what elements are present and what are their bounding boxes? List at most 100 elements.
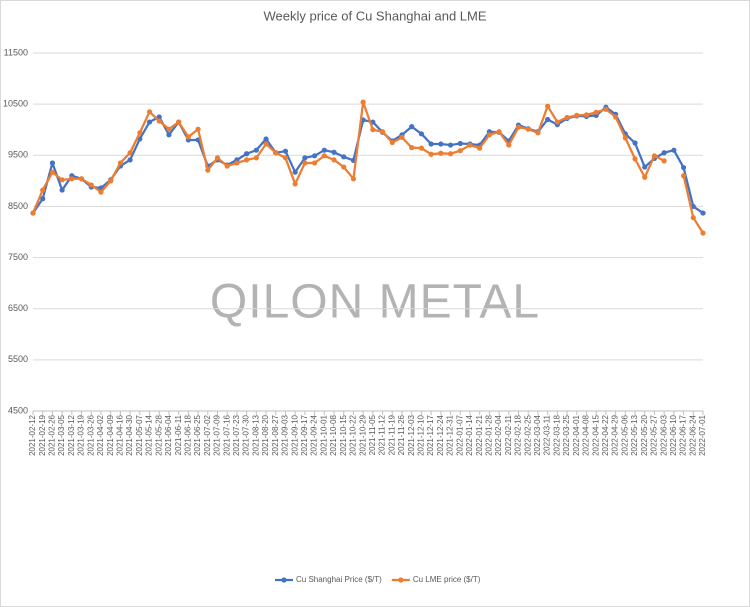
data-point [40, 196, 46, 202]
x-tick-label: 2021-06-04 [164, 414, 173, 455]
x-tick-label: 2022-06-24 [688, 414, 697, 455]
data-point [331, 157, 337, 163]
data-point [593, 109, 599, 115]
x-tick-label: 2021-11-19 [387, 414, 396, 455]
data-point [447, 151, 454, 157]
x-tick-label: 2022-03-25 [562, 414, 571, 455]
x-tick-label: 2021-04-16 [116, 414, 125, 455]
x-tick-label: 2022-04-15 [591, 414, 600, 455]
series-line [32, 106, 704, 215]
watermark: QILON METAL [210, 276, 540, 329]
data-point [244, 151, 250, 157]
data-point [40, 187, 46, 193]
data-point [583, 112, 590, 118]
data-point [49, 169, 56, 175]
x-tick-label: 2021-03-12 [67, 414, 76, 455]
x-tick-label: 2021-08-13 [251, 414, 260, 455]
data-point [447, 142, 454, 148]
x-tick-label: 2022-04-22 [601, 414, 610, 455]
data-point [253, 155, 259, 161]
data-point [700, 230, 706, 236]
x-tick-label: 2022-02-11 [504, 414, 513, 455]
data-point [30, 210, 36, 216]
data-point [137, 130, 143, 136]
data-point [379, 129, 386, 135]
x-tick-label: 2021-07-30 [242, 414, 251, 455]
x-tick-label: 2022-06-03 [659, 414, 668, 455]
x-tick-label: 2021-09-03 [281, 414, 290, 455]
data-point [282, 155, 289, 161]
data-point [515, 124, 522, 130]
data-point [370, 127, 376, 133]
x-tick-label: 2021-10-15 [339, 414, 348, 455]
data-point [127, 150, 133, 156]
x-tick-label: 2021-10-22 [349, 414, 358, 455]
x-tick-label: 2022-01-07 [455, 414, 464, 455]
data-point [661, 150, 667, 156]
data-point [166, 126, 172, 132]
x-tick-label: 2021-08-27 [271, 414, 280, 455]
data-point [311, 153, 318, 159]
x-tick-label: 2021-08-20 [261, 414, 270, 455]
x-tick-label: 2021-12-31 [446, 414, 455, 455]
x-tick-label: 2022-07-01 [698, 414, 707, 455]
data-point [302, 155, 308, 161]
x-tick-label: 2021-06-11 [174, 414, 183, 455]
data-point [661, 158, 667, 164]
data-point [564, 114, 570, 121]
x-tick-label: 2021-11-05 [368, 414, 377, 455]
x-tick-label: 2021-09-10 [290, 414, 299, 455]
data-point [642, 164, 648, 170]
data-point [185, 134, 191, 140]
data-point [496, 129, 502, 135]
x-tick-label: 2021-12-17 [426, 414, 435, 455]
data-point [244, 157, 250, 163]
y-tick-label: 10500 [3, 99, 28, 109]
data-point [603, 106, 609, 112]
data-point [302, 160, 308, 166]
y-tick-label: 11500 [4, 47, 28, 57]
y-tick-label: 9500 [8, 150, 28, 160]
x-tick-label: 2021-12-10 [417, 414, 426, 455]
x-tick-label: 2022-02-04 [494, 414, 503, 455]
data-point [690, 215, 696, 221]
data-point [428, 141, 434, 147]
data-point [535, 130, 541, 136]
data-point [205, 167, 211, 173]
x-tick-label: 2021-06-18 [183, 414, 192, 455]
data-point [680, 173, 687, 179]
data-point [418, 131, 425, 137]
data-point [176, 119, 182, 125]
y-tick-label: 8500 [8, 201, 28, 211]
data-point [341, 154, 347, 160]
data-point [486, 132, 492, 138]
data-point [554, 119, 560, 125]
data-point [331, 149, 337, 155]
y-tick-label: 5500 [8, 354, 28, 364]
data-point [651, 153, 658, 159]
x-tick-label: 2021-07-09 [213, 414, 222, 455]
data-point [224, 163, 230, 169]
x-tick-label: 2021-02-26 [48, 414, 57, 455]
data-point [166, 132, 172, 138]
data-point [632, 140, 638, 146]
data-point [69, 176, 75, 182]
x-tick-label: 2021-11-12 [378, 414, 387, 455]
data-point [613, 114, 619, 120]
data-point [409, 124, 415, 130]
x-tick-label: 2022-03-11 [543, 414, 552, 455]
x-tick-label: 2022-04-01 [572, 414, 581, 455]
data-point [574, 112, 580, 118]
data-point [263, 136, 269, 142]
data-point [680, 164, 687, 171]
data-point [545, 103, 551, 109]
data-point [146, 109, 153, 115]
data-point [263, 141, 269, 147]
x-tick-label: 2021-09-17 [300, 414, 309, 455]
data-point [78, 176, 85, 182]
data-point [700, 210, 706, 216]
data-point [632, 156, 638, 162]
x-tick-label: 2021-07-02 [203, 414, 212, 455]
data-point [59, 187, 65, 193]
